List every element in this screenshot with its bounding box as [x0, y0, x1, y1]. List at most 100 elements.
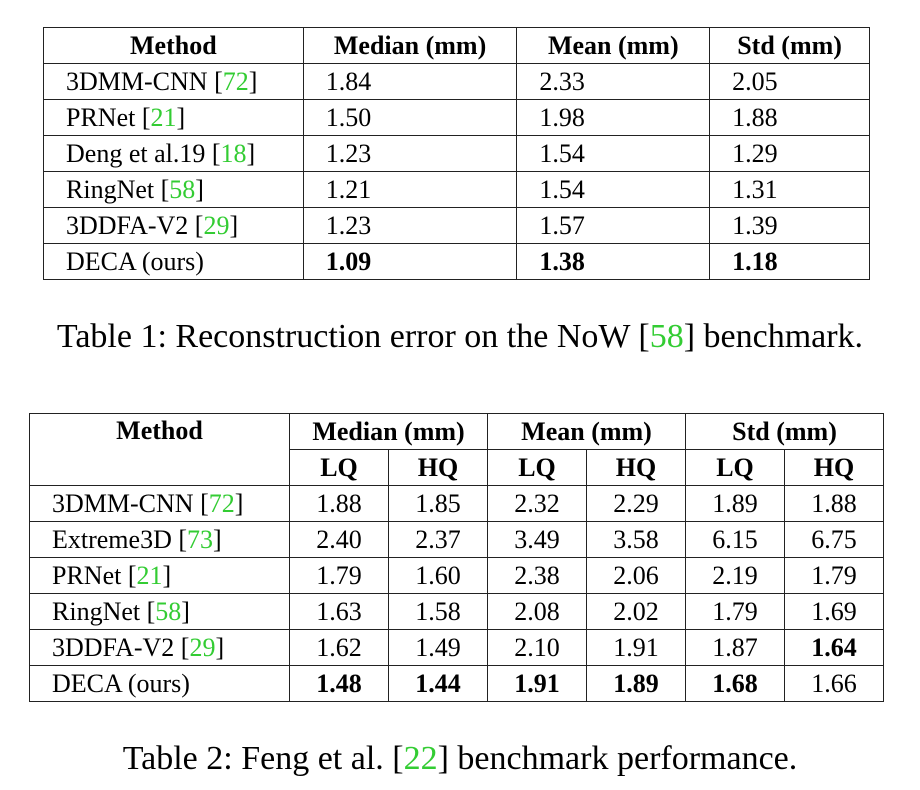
citation-link[interactable]: 22	[403, 740, 438, 777]
citation-link[interactable]: 29	[189, 632, 216, 662]
value-cell: 1.64	[784, 629, 884, 666]
table-1-header-row: Method Median (mm) Mean (mm) Std (mm)	[43, 27, 870, 64]
table-2-header-row: Method Median (mm) Mean (mm) Std (mm)	[29, 413, 884, 486]
table-row: PRNet [21] 1.50 1.98 1.88	[43, 99, 870, 136]
header-std: Std (mm)	[709, 27, 870, 64]
median-cell: 1.21	[302, 171, 518, 208]
method-cell: RingNet [58]	[43, 171, 304, 208]
value-cell: 1.48	[289, 665, 389, 702]
table-row: 3DMM-CNN [72] 1.84 2.33 2.05	[43, 63, 870, 100]
value-cell: 2.37	[388, 521, 488, 558]
std-cell: 1.39	[709, 207, 870, 244]
value-cell: 1.62	[289, 629, 389, 666]
value-cell: 3.49	[487, 521, 587, 558]
std-cell: 1.18	[709, 243, 870, 280]
value-cell: 2.19	[685, 557, 785, 594]
header-median: Median (mm)	[302, 27, 518, 64]
mean-cell: 1.98	[516, 99, 711, 136]
method-cell: RingNet [58]	[29, 593, 290, 630]
value-cell: 2.06	[586, 557, 686, 594]
header-mean: Mean (mm)	[487, 413, 686, 450]
value-cell: 1.89	[586, 665, 686, 702]
citation-link[interactable]: 58	[649, 318, 684, 355]
std-cell: 1.88	[709, 99, 870, 136]
median-cell: 1.50	[302, 99, 518, 136]
table-2-caption: Table 2: Feng et al. [22] benchmark perf…	[122, 740, 798, 777]
value-cell: 1.66	[784, 665, 884, 702]
subheader-lq: LQ	[487, 449, 587, 486]
table-row: 3DDFA-V2 [29] 1.23 1.57 1.39	[43, 207, 870, 244]
mean-cell: 1.38	[516, 243, 711, 280]
value-cell: 2.10	[487, 629, 587, 666]
value-cell: 1.87	[685, 629, 785, 666]
header-median: Median (mm)	[289, 413, 488, 450]
method-cell: DECA (ours)	[29, 665, 290, 702]
table-1: Method Median (mm) Mean (mm) Std (mm) 3D…	[43, 27, 870, 280]
citation-link[interactable]: 21	[150, 102, 177, 132]
value-cell: 1.91	[586, 629, 686, 666]
mean-cell: 1.57	[516, 207, 711, 244]
std-cell: 1.31	[709, 171, 870, 208]
median-cell: 1.84	[302, 63, 518, 100]
value-cell: 1.89	[685, 485, 785, 522]
method-cell: PRNet [21]	[43, 99, 304, 136]
table-row: 3DDFA-V2 [29] 1.62 1.49 2.10 1.91 1.87 1…	[29, 629, 884, 666]
mean-cell: 1.54	[516, 135, 711, 172]
std-cell: 1.29	[709, 135, 870, 172]
citation-link[interactable]: 58	[169, 174, 196, 204]
citation-link[interactable]: 73	[187, 524, 214, 554]
value-cell: 1.79	[685, 593, 785, 630]
value-cell: 2.40	[289, 521, 389, 558]
method-cell: Extreme3D [73]	[29, 521, 290, 558]
citation-link[interactable]: 58	[155, 596, 182, 626]
subheader-hq: HQ	[388, 449, 488, 486]
table-row: Deng et al.19 [18] 1.23 1.54 1.29	[43, 135, 870, 172]
value-cell: 2.02	[586, 593, 686, 630]
value-cell: 1.79	[784, 557, 884, 594]
method-cell: 3DDFA-V2 [29]	[29, 629, 290, 666]
table-row: 3DMM-CNN [72] 1.88 1.85 2.32 2.29 1.89 1…	[29, 485, 884, 522]
table-row: Extreme3D [73] 2.40 2.37 3.49 3.58 6.15 …	[29, 521, 884, 558]
method-cell: PRNet [21]	[29, 557, 290, 594]
table-2: Method Median (mm) Mean (mm) Std (mm) LQ…	[29, 413, 884, 702]
value-cell: 2.32	[487, 485, 587, 522]
mean-cell: 1.54	[516, 171, 711, 208]
value-cell: 2.29	[586, 485, 686, 522]
subheader-hq: HQ	[586, 449, 686, 486]
value-cell: 1.60	[388, 557, 488, 594]
value-cell: 1.91	[487, 665, 587, 702]
method-cell: 3DMM-CNN [72]	[29, 485, 290, 522]
value-cell: 6.15	[685, 521, 785, 558]
median-cell: 1.09	[302, 243, 518, 280]
value-cell: 1.85	[388, 485, 488, 522]
header-method: Method	[29, 413, 290, 486]
citation-link[interactable]: 18	[220, 138, 247, 168]
value-cell: 2.08	[487, 593, 587, 630]
value-cell: 1.69	[784, 593, 884, 630]
citation-link[interactable]: 72	[208, 488, 235, 518]
value-cell: 1.88	[289, 485, 389, 522]
value-cell: 1.79	[289, 557, 389, 594]
citation-link[interactable]: 21	[136, 560, 163, 590]
table-row: PRNet [21] 1.79 1.60 2.38 2.06 2.19 1.79	[29, 557, 884, 594]
header-std: Std (mm)	[685, 413, 884, 450]
subheader-lq: LQ	[289, 449, 389, 486]
method-cell: Deng et al.19 [18]	[43, 135, 304, 172]
value-cell: 3.58	[586, 521, 686, 558]
table-row: DECA (ours) 1.48 1.44 1.91 1.89 1.68 1.6…	[29, 665, 884, 702]
value-cell: 1.68	[685, 665, 785, 702]
subheader-hq: HQ	[784, 449, 884, 486]
median-cell: 1.23	[302, 135, 518, 172]
subheader-lq: LQ	[685, 449, 785, 486]
std-cell: 2.05	[709, 63, 870, 100]
value-cell: 6.75	[784, 521, 884, 558]
citation-link[interactable]: 72	[222, 66, 249, 96]
citation-link[interactable]: 29	[203, 210, 230, 240]
value-cell: 1.44	[388, 665, 488, 702]
header-method: Method	[43, 27, 304, 64]
value-cell: 1.88	[784, 485, 884, 522]
value-cell: 1.49	[388, 629, 488, 666]
method-cell: DECA (ours)	[43, 243, 304, 280]
method-cell: 3DMM-CNN [72]	[43, 63, 304, 100]
table-row: DECA (ours) 1.09 1.38 1.18	[43, 243, 870, 280]
